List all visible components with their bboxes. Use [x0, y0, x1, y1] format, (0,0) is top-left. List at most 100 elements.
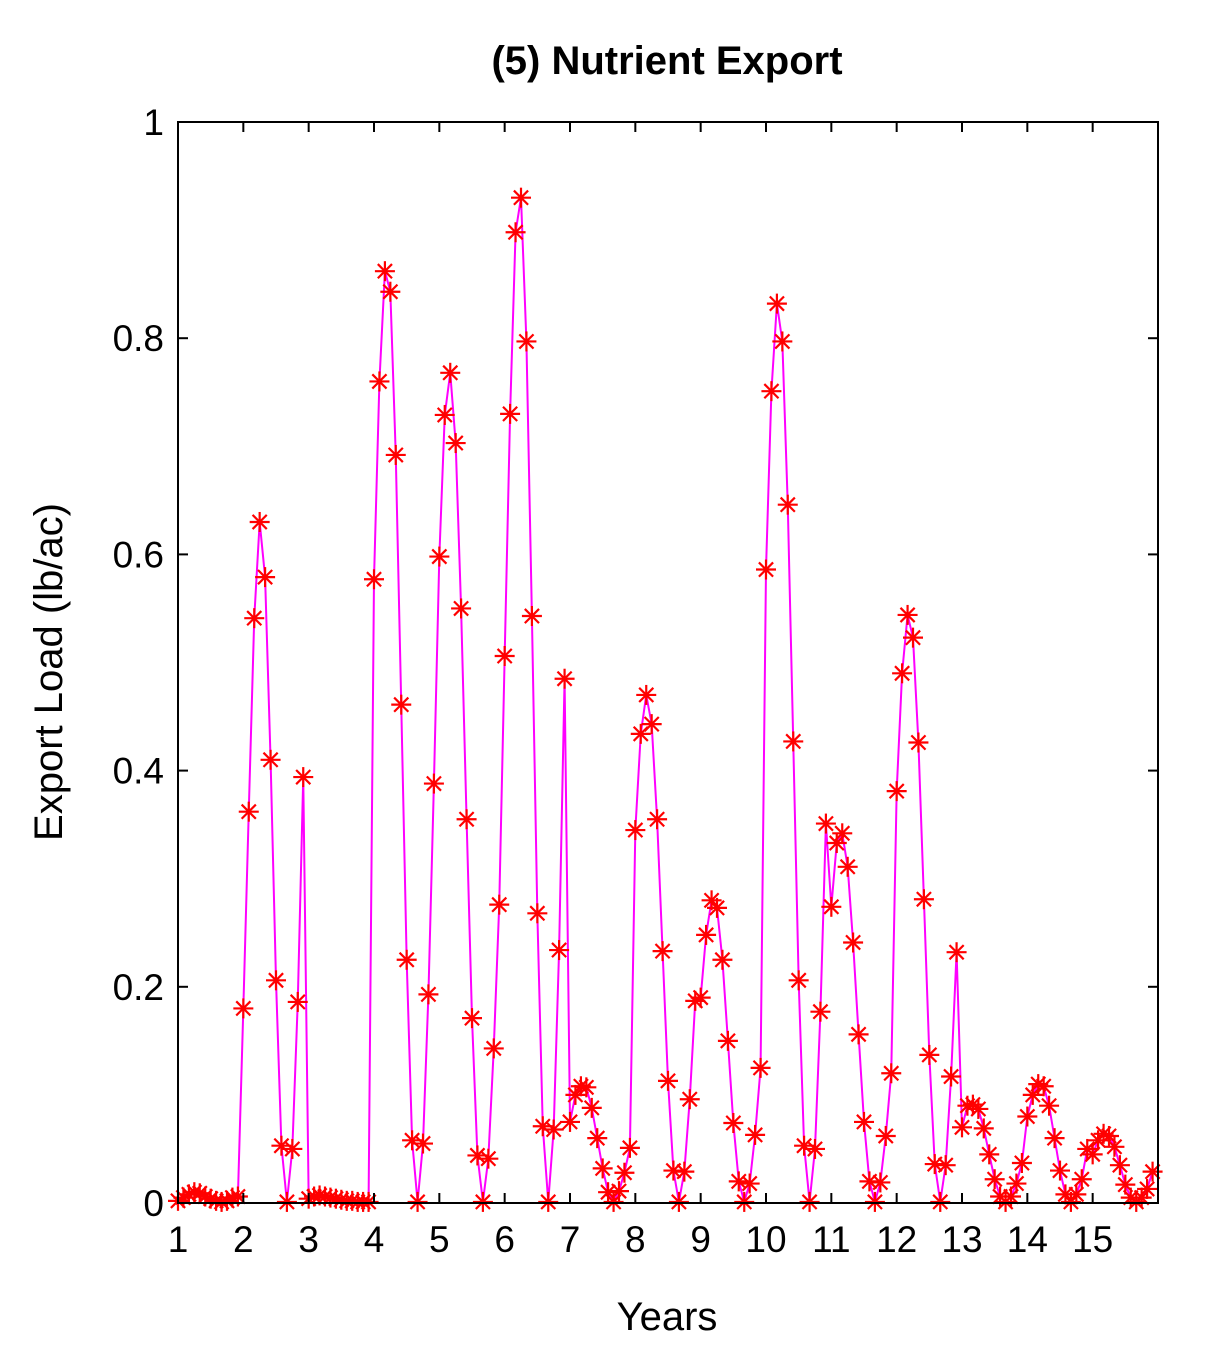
data-point	[647, 809, 668, 830]
data-point	[396, 949, 417, 970]
data-point	[968, 1098, 989, 1119]
data-point	[1006, 1173, 1027, 1194]
data-point	[619, 1137, 640, 1158]
data-point	[407, 1191, 428, 1212]
data-point	[886, 781, 907, 802]
data-point	[745, 1124, 766, 1145]
data-point	[783, 731, 804, 752]
data-point	[941, 1066, 962, 1087]
data-point	[1011, 1153, 1032, 1174]
data-point	[875, 1125, 896, 1146]
data-point	[1109, 1155, 1130, 1176]
data-point	[712, 949, 733, 970]
data-point	[919, 1044, 940, 1065]
data-point	[674, 1161, 695, 1182]
y-tick-label: 0.8	[113, 318, 164, 359]
data-point	[516, 331, 537, 352]
data-point	[881, 1063, 902, 1084]
y-tick-label: 1	[143, 102, 164, 143]
data-point	[946, 942, 967, 963]
chart-title: (5) Nutrient Export	[491, 39, 842, 83]
data-point	[707, 897, 727, 918]
data-point	[979, 1144, 1000, 1165]
x-tick-label: 9	[690, 1219, 711, 1260]
data-point	[500, 403, 521, 424]
data-point	[641, 714, 662, 735]
data-point	[560, 1111, 580, 1132]
data-point	[799, 1191, 820, 1212]
data-point	[908, 732, 929, 753]
data-point	[1104, 1136, 1125, 1157]
axes-box	[177, 121, 1159, 1204]
data-point	[848, 1024, 869, 1045]
x-tick-label: 14	[1007, 1219, 1048, 1260]
x-tick-label: 3	[298, 1219, 319, 1260]
data-point	[576, 1077, 597, 1098]
data-point	[614, 1162, 635, 1183]
data-point	[1131, 1187, 1152, 1208]
data-point	[815, 813, 836, 834]
data-point	[293, 767, 314, 788]
data-point	[413, 1133, 433, 1154]
data-point	[238, 801, 259, 822]
x-tick-label: 10	[745, 1219, 786, 1260]
x-tick-label: 11	[812, 1219, 850, 1260]
data-point	[505, 222, 526, 243]
data-point	[287, 991, 308, 1012]
x-tick-label: 7	[560, 1219, 581, 1260]
data-point	[1017, 1106, 1038, 1127]
data-point	[423, 773, 444, 794]
data-point	[870, 1172, 891, 1193]
data-point	[984, 1169, 1005, 1190]
data-point	[494, 646, 515, 667]
data-point	[750, 1057, 771, 1078]
data-point	[233, 998, 254, 1019]
data-point	[837, 856, 858, 877]
data-point	[625, 820, 646, 841]
data-point	[260, 749, 281, 770]
data-point	[592, 1158, 613, 1179]
data-point	[603, 1191, 624, 1212]
data-point	[434, 404, 455, 425]
data-point	[777, 494, 798, 515]
data-point	[543, 1119, 564, 1140]
data-point	[810, 1001, 831, 1022]
data-point	[554, 668, 575, 689]
data-point	[761, 381, 782, 402]
data-point	[511, 187, 531, 208]
data-point	[668, 1191, 689, 1212]
data-point	[1082, 1144, 1103, 1165]
data-point	[249, 511, 270, 532]
data-point	[587, 1128, 608, 1149]
data-point	[843, 932, 864, 953]
data-point	[369, 371, 390, 392]
data-point	[418, 984, 439, 1005]
data-point	[690, 987, 711, 1008]
data-point	[772, 331, 793, 352]
data-point	[658, 1070, 678, 1091]
axes: 00.20.40.60.811 2 3 4 5 6 7 8 9 10 11 12 13 14 15	[113, 102, 1159, 1260]
data-point	[472, 1191, 493, 1212]
data-point	[429, 546, 450, 567]
data-point	[451, 598, 472, 619]
data-point	[1050, 1160, 1070, 1181]
data-point	[897, 604, 918, 625]
x-tick-label: 15	[1072, 1219, 1113, 1260]
data-point	[696, 924, 717, 945]
data-point	[478, 1148, 499, 1169]
data-point	[391, 694, 412, 715]
data-point	[244, 608, 265, 629]
data-point	[374, 261, 395, 282]
data-point	[532, 1116, 553, 1137]
x-tick-label: 1	[168, 1219, 189, 1260]
x-tick-label: 13	[941, 1219, 982, 1260]
data-point	[903, 627, 923, 648]
data-point	[276, 1191, 297, 1212]
data-point	[521, 606, 542, 627]
data-point	[445, 433, 466, 454]
data-point	[581, 1097, 602, 1118]
data-point	[483, 1038, 504, 1059]
data-point	[1022, 1084, 1043, 1105]
x-tick-label: 6	[494, 1219, 515, 1260]
